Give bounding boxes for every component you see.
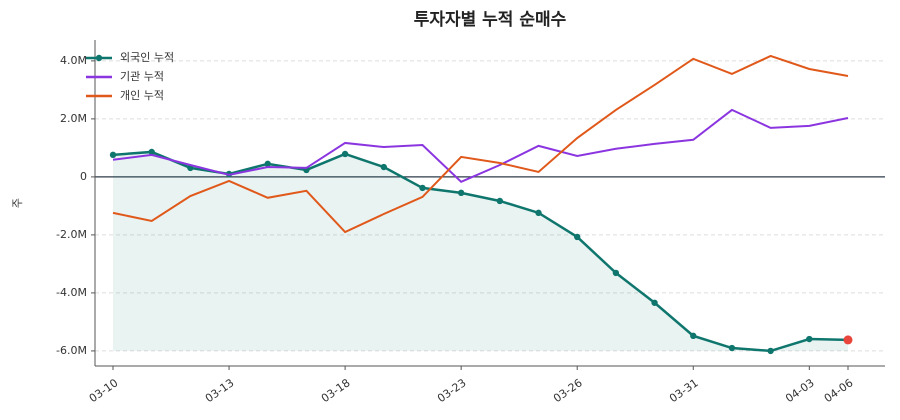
point bbox=[341, 150, 349, 158]
legend-label: 외국인 누적 bbox=[120, 51, 174, 64]
y-tick-label: -4.0M bbox=[56, 286, 87, 299]
point bbox=[419, 184, 426, 192]
point bbox=[690, 332, 697, 340]
y-tick-label: 4.0M bbox=[60, 54, 87, 67]
legend-marker bbox=[95, 54, 103, 62]
point bbox=[457, 189, 465, 197]
y-tick-label: 0 bbox=[80, 170, 87, 183]
legend-label: 기관 누적 bbox=[120, 70, 164, 83]
x-tick-label: 03-31 bbox=[667, 376, 701, 405]
point bbox=[109, 151, 117, 159]
point bbox=[651, 299, 658, 306]
y-tick-label: -2.0M bbox=[56, 228, 87, 241]
x-tick-label: 04-03 bbox=[783, 376, 817, 405]
point bbox=[264, 160, 271, 168]
line bbox=[112, 150, 849, 353]
x-tick-label: 04-06 bbox=[822, 376, 856, 405]
point bbox=[728, 344, 736, 352]
point bbox=[496, 197, 504, 205]
point bbox=[767, 347, 774, 355]
x-tick-label: 03-26 bbox=[551, 376, 585, 405]
x-tick-label: 03-13 bbox=[203, 376, 237, 405]
last-point bbox=[843, 335, 853, 345]
point bbox=[380, 163, 387, 171]
chart-title: 투자자별 누적 순매수 bbox=[414, 10, 567, 30]
x-tick-label: 03-18 bbox=[319, 376, 353, 405]
y-tick-label: -6.0M bbox=[56, 344, 87, 357]
x-tick-label: 03-23 bbox=[435, 376, 469, 405]
point bbox=[535, 209, 542, 217]
point bbox=[806, 335, 813, 343]
line bbox=[112, 54, 849, 234]
y-axis-label: 주 bbox=[11, 198, 24, 208]
point bbox=[612, 269, 620, 277]
legend-label: 개인 누적 bbox=[120, 89, 164, 102]
point bbox=[574, 233, 581, 241]
line bbox=[112, 108, 849, 184]
area bbox=[113, 151, 848, 351]
x-tick-label: 03-10 bbox=[87, 376, 121, 405]
y-tick-label: 2.0M bbox=[60, 112, 87, 125]
point bbox=[148, 148, 155, 156]
